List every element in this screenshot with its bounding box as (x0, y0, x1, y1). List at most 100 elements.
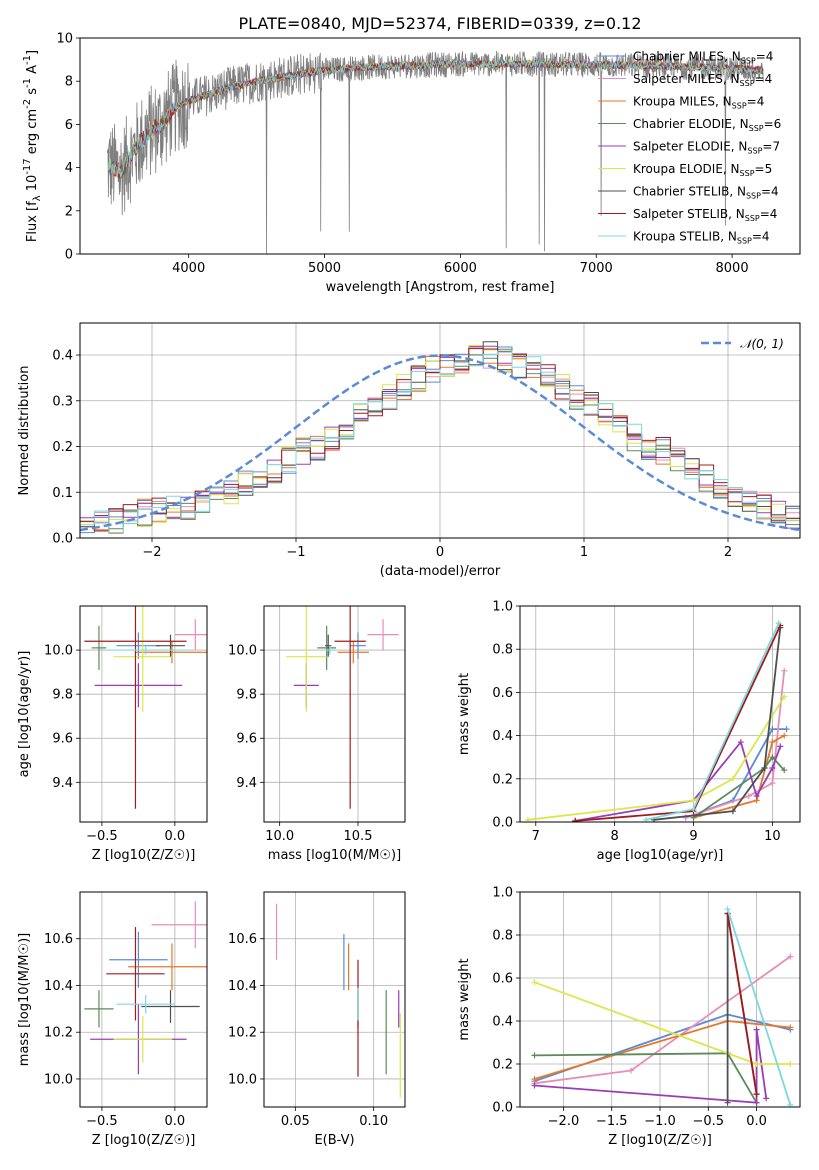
y-tick-label: 10.6 (44, 932, 73, 947)
y-tick-label: 1.0 (492, 600, 513, 615)
y-tick-label: 0.0 (492, 816, 513, 831)
errorbar-point (94, 663, 183, 708)
errorbar-point (113, 1015, 172, 1063)
errorbar-point (337, 641, 369, 664)
x-tick-label: 2 (724, 545, 732, 560)
y-tick-label: 0.2 (492, 1058, 513, 1073)
y-tick-label: 0.4 (52, 349, 73, 364)
x-axis-label: Z [log10(Z/Z☉)] (92, 1133, 196, 1148)
y-axis-label: mass [log10(M/M☉)] (17, 933, 32, 1066)
weight-marker (769, 754, 776, 761)
errorbar-point (151, 901, 207, 949)
mass-vs-ebv-panel: 0.05 0.10 10.0 10.2 10.4 10.6 E(B-V) (228, 891, 406, 1148)
x-tick-label: 10 (764, 829, 781, 844)
errorbar-point (128, 943, 207, 991)
weight-marker (763, 1095, 770, 1102)
x-tick-label: 7 (532, 829, 540, 844)
weight-marker (729, 808, 736, 815)
weight-marker (753, 1061, 760, 1067)
weight-marker (531, 979, 538, 986)
errorbar-point (109, 931, 168, 988)
errorbar-series (84, 901, 207, 1075)
residuals-series (80, 341, 800, 534)
errorbar-point (141, 990, 200, 1023)
errorbar-point (325, 645, 335, 655)
weight-marker (787, 953, 794, 960)
mass-vs-Z-panel: −0.5 0.0 10.0 10.2 10.4 10.6 Z [log10(Z/Z☉)] ma… (17, 891, 208, 1148)
x-axis-label: Z [log10(Z/Z☉)] (92, 848, 196, 863)
weight-vs-Z-panel: −2.0 −1.5 −1.0 −0.5 0.0 0.0 0.2 0.4 0.6 0.8 1.0 Z [… (457, 886, 801, 1148)
y-tick-label: 10.2 (44, 1026, 73, 1041)
x-tick-label: −0.5 (86, 829, 118, 844)
errorbar-series (84, 606, 207, 809)
errorbar-point (84, 606, 187, 809)
legend-label: Chabrier STELIB, NSSP=4 (633, 185, 779, 201)
legend-label: Salpeter MILES, NSSP=4 (633, 72, 772, 88)
spectrum-model-line (108, 59, 764, 179)
y-tick-label: 1.0 (492, 886, 513, 901)
errorbar-point (334, 606, 366, 809)
x-axis-label: age [log10(age/yr)] (597, 848, 724, 863)
y-tick-label: 9.8 (52, 688, 73, 703)
x-axis-label: wavelength [Angstrom, rest frame] (326, 280, 555, 295)
y-tick-label: 9.4 (52, 776, 73, 791)
y-axis-label: Normed distribution (17, 366, 32, 496)
y-axis-label: age [log10(age/yr)] (17, 651, 32, 778)
axes-frame (79, 37, 801, 255)
y-tick-label: 0.6 (492, 686, 513, 701)
errorbar-point (106, 927, 165, 1021)
y-tick-label: 0.4 (492, 729, 513, 744)
legend-label: Chabrier ELODIE, NSSP=6 (633, 117, 781, 133)
weight-marker (781, 693, 788, 700)
residuals-panel: −2 −1 0 1 2 0.0 0.1 0.2 0.3 0.4 (data-model)/error… (17, 322, 801, 579)
y-tick-label: 10 (56, 32, 73, 47)
y-tick-label: 0.6 (492, 972, 513, 987)
weight-marker (781, 767, 788, 774)
weight-marker (531, 1082, 538, 1089)
x-tick-label: 6000 (444, 261, 477, 276)
weight-marker (753, 1091, 760, 1098)
weight-series (524, 620, 790, 822)
legend-label: Salpeter ELODIE, NSSP=7 (633, 140, 780, 156)
weight-line (692, 755, 785, 819)
y-tick-label: 2 (65, 204, 73, 219)
figure-title: PLATE=0840, MJD=52374, FIBERID=0339, z=0… (238, 14, 641, 33)
y-tick-label: 9.6 (52, 732, 73, 747)
weight-marker (531, 1076, 538, 1083)
x-tick-label: 9 (689, 829, 697, 844)
errorbar-point (285, 606, 327, 712)
y-tick-label: 10.0 (228, 1072, 257, 1087)
weight-marker (531, 1052, 538, 1059)
x-tick-label: −1 (286, 545, 305, 560)
weight-line (654, 627, 782, 821)
y-tick-label: 10.0 (44, 644, 73, 659)
axes-frame (79, 891, 208, 1108)
errorbar-point (174, 619, 207, 651)
weight-line (575, 625, 782, 822)
errorbar-point (101, 645, 190, 655)
errorbar-point (84, 990, 114, 1028)
histogram-step (80, 350, 800, 533)
y-tick-label: 0.2 (492, 772, 513, 787)
y-tick-label: 0.8 (492, 929, 513, 944)
errorbar-point (116, 994, 175, 1014)
y-tick-label: 0.2 (52, 440, 73, 455)
axes-frame (79, 605, 208, 823)
y-axis-label: mass weight (457, 958, 472, 1040)
x-axis-label: (data-model)/error (380, 564, 501, 579)
weight-marker (775, 620, 782, 627)
errorbar-point (325, 634, 332, 657)
y-tick-label: 0.4 (492, 1015, 513, 1030)
errorbar-point (367, 619, 399, 651)
x-tick-label: −1.5 (596, 1114, 628, 1129)
weight-marker (724, 1099, 731, 1106)
y-tick-label: 9.4 (236, 776, 257, 791)
weight-marker (783, 726, 790, 733)
x-tick-label: −1.0 (644, 1114, 676, 1129)
legend-label: 𝒩(0, 1) (740, 337, 784, 351)
errorbar-point (91, 625, 107, 670)
weight-marker (769, 780, 776, 787)
normal-curve (80, 354, 800, 532)
